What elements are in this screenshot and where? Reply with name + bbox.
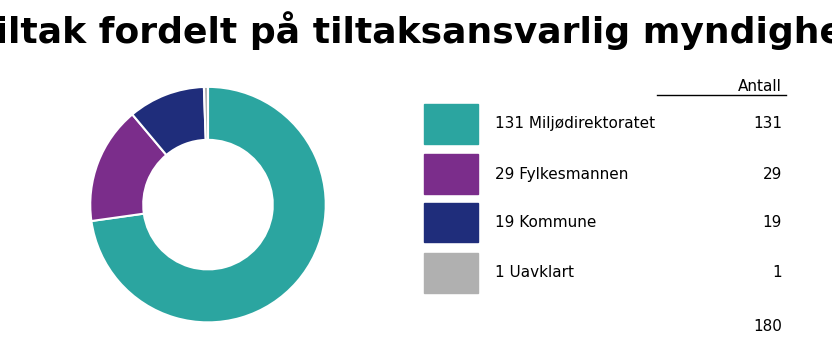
Text: 29: 29: [763, 167, 782, 182]
Text: Antall: Antall: [738, 79, 782, 94]
Text: 29 Fylkesmannen: 29 Fylkesmannen: [495, 167, 628, 182]
Text: 1: 1: [772, 265, 782, 280]
Text: 1 Uavklart: 1 Uavklart: [495, 265, 574, 280]
Bar: [424, 104, 478, 144]
Wedge shape: [90, 115, 166, 221]
Bar: [424, 203, 478, 242]
Text: 131 Miljødirektoratet: 131 Miljødirektoratet: [495, 116, 655, 131]
Wedge shape: [204, 87, 208, 140]
Bar: [424, 253, 478, 293]
Text: Tiltak fordelt på tiltaksansvarlig myndighet: Tiltak fordelt på tiltaksansvarlig myndi…: [0, 11, 832, 50]
Bar: [424, 154, 478, 194]
Text: 131: 131: [753, 116, 782, 131]
Text: 180: 180: [753, 319, 782, 334]
Text: 19 Kommune: 19 Kommune: [495, 215, 597, 230]
Text: 19: 19: [763, 215, 782, 230]
Wedge shape: [132, 87, 206, 155]
Wedge shape: [92, 87, 326, 322]
